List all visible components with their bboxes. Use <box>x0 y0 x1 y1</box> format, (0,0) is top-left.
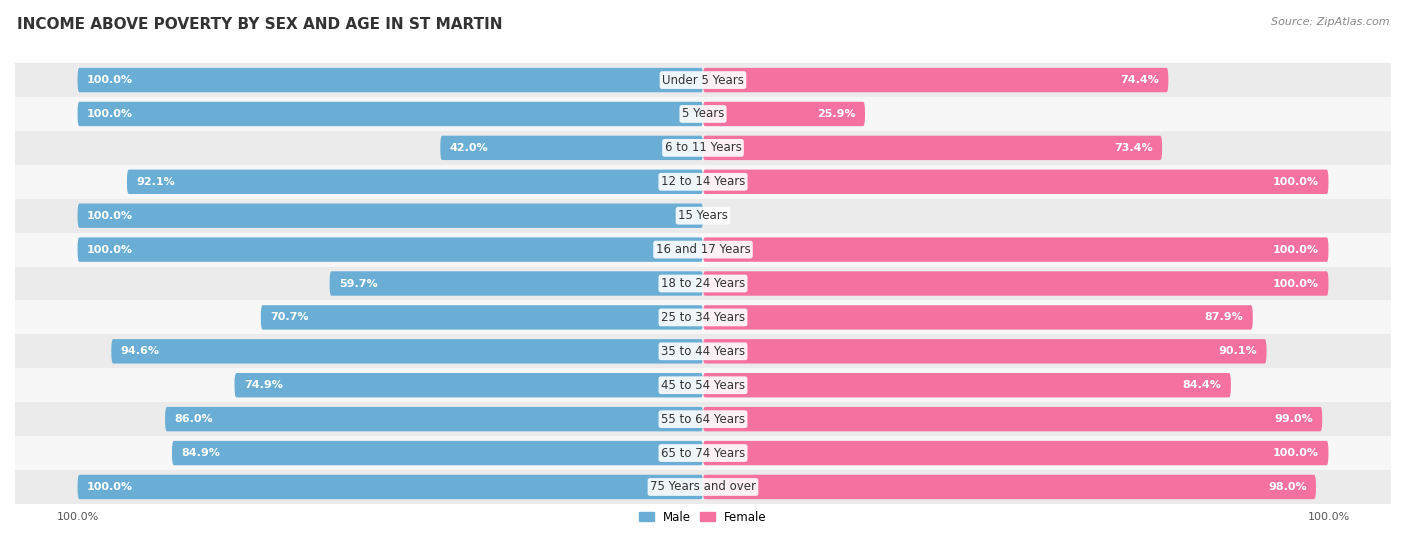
Text: 92.1%: 92.1% <box>136 177 176 187</box>
FancyBboxPatch shape <box>703 68 1168 92</box>
Text: 100.0%: 100.0% <box>1272 278 1319 288</box>
Text: 84.4%: 84.4% <box>1182 380 1222 390</box>
Text: 25.9%: 25.9% <box>817 109 856 119</box>
Bar <box>15 267 1391 301</box>
Text: 100.0%: 100.0% <box>87 109 134 119</box>
FancyBboxPatch shape <box>77 68 703 92</box>
Text: 18 to 24 Years: 18 to 24 Years <box>661 277 745 290</box>
Legend: Male, Female: Male, Female <box>634 506 772 528</box>
Text: 94.6%: 94.6% <box>121 347 160 356</box>
Text: 87.9%: 87.9% <box>1205 312 1243 323</box>
FancyBboxPatch shape <box>260 305 703 330</box>
Bar <box>15 97 1391 131</box>
Bar <box>15 402 1391 436</box>
FancyBboxPatch shape <box>703 407 1322 432</box>
Text: 86.0%: 86.0% <box>174 414 214 424</box>
Text: Source: ZipAtlas.com: Source: ZipAtlas.com <box>1271 17 1389 27</box>
Bar <box>15 436 1391 470</box>
Text: 74.4%: 74.4% <box>1121 75 1159 85</box>
Text: 100.0%: 100.0% <box>87 75 134 85</box>
FancyBboxPatch shape <box>77 238 703 262</box>
FancyBboxPatch shape <box>703 136 1163 160</box>
Text: 98.0%: 98.0% <box>1268 482 1306 492</box>
Text: 59.7%: 59.7% <box>339 278 378 288</box>
Text: 100.0%: 100.0% <box>87 211 134 221</box>
FancyBboxPatch shape <box>172 441 703 465</box>
FancyBboxPatch shape <box>703 169 1329 194</box>
Bar <box>15 131 1391 165</box>
Text: 5 Years: 5 Years <box>682 107 724 121</box>
FancyBboxPatch shape <box>440 136 703 160</box>
Bar <box>15 199 1391 233</box>
Bar <box>15 233 1391 267</box>
FancyBboxPatch shape <box>77 102 703 126</box>
Text: Under 5 Years: Under 5 Years <box>662 74 744 87</box>
Bar <box>15 334 1391 368</box>
FancyBboxPatch shape <box>703 441 1329 465</box>
Text: 70.7%: 70.7% <box>270 312 309 323</box>
FancyBboxPatch shape <box>703 271 1329 296</box>
Text: 100.0%: 100.0% <box>87 482 134 492</box>
FancyBboxPatch shape <box>703 373 1230 397</box>
Text: 65 to 74 Years: 65 to 74 Years <box>661 447 745 459</box>
FancyBboxPatch shape <box>703 339 1267 363</box>
FancyBboxPatch shape <box>235 373 703 397</box>
Text: INCOME ABOVE POVERTY BY SEX AND AGE IN ST MARTIN: INCOME ABOVE POVERTY BY SEX AND AGE IN S… <box>17 17 502 32</box>
Bar <box>15 63 1391 97</box>
Text: 45 to 54 Years: 45 to 54 Years <box>661 379 745 392</box>
Text: 16 and 17 Years: 16 and 17 Years <box>655 243 751 256</box>
Bar <box>15 301 1391 334</box>
Bar <box>15 165 1391 199</box>
Bar <box>15 470 1391 504</box>
Text: 12 to 14 Years: 12 to 14 Years <box>661 176 745 188</box>
Text: 100.0%: 100.0% <box>1272 448 1319 458</box>
Text: 74.9%: 74.9% <box>243 380 283 390</box>
Bar <box>15 368 1391 402</box>
FancyBboxPatch shape <box>703 102 865 126</box>
FancyBboxPatch shape <box>703 238 1329 262</box>
Text: 6 to 11 Years: 6 to 11 Years <box>665 141 741 154</box>
Text: 90.1%: 90.1% <box>1219 347 1257 356</box>
Text: 25 to 34 Years: 25 to 34 Years <box>661 311 745 324</box>
FancyBboxPatch shape <box>165 407 703 432</box>
FancyBboxPatch shape <box>77 203 703 228</box>
Text: 100.0%: 100.0% <box>1272 245 1319 254</box>
Text: 75 Years and over: 75 Years and over <box>650 481 756 494</box>
Text: 73.4%: 73.4% <box>1114 143 1153 153</box>
Text: 15 Years: 15 Years <box>678 209 728 222</box>
FancyBboxPatch shape <box>111 339 703 363</box>
FancyBboxPatch shape <box>77 475 703 499</box>
Text: 100.0%: 100.0% <box>1272 177 1319 187</box>
Text: 35 to 44 Years: 35 to 44 Years <box>661 345 745 358</box>
Text: 84.9%: 84.9% <box>181 448 221 458</box>
Text: 42.0%: 42.0% <box>450 143 488 153</box>
FancyBboxPatch shape <box>703 305 1253 330</box>
Text: 100.0%: 100.0% <box>87 245 134 254</box>
FancyBboxPatch shape <box>329 271 703 296</box>
FancyBboxPatch shape <box>127 169 703 194</box>
Text: 99.0%: 99.0% <box>1274 414 1313 424</box>
FancyBboxPatch shape <box>703 475 1316 499</box>
Text: 55 to 64 Years: 55 to 64 Years <box>661 413 745 425</box>
